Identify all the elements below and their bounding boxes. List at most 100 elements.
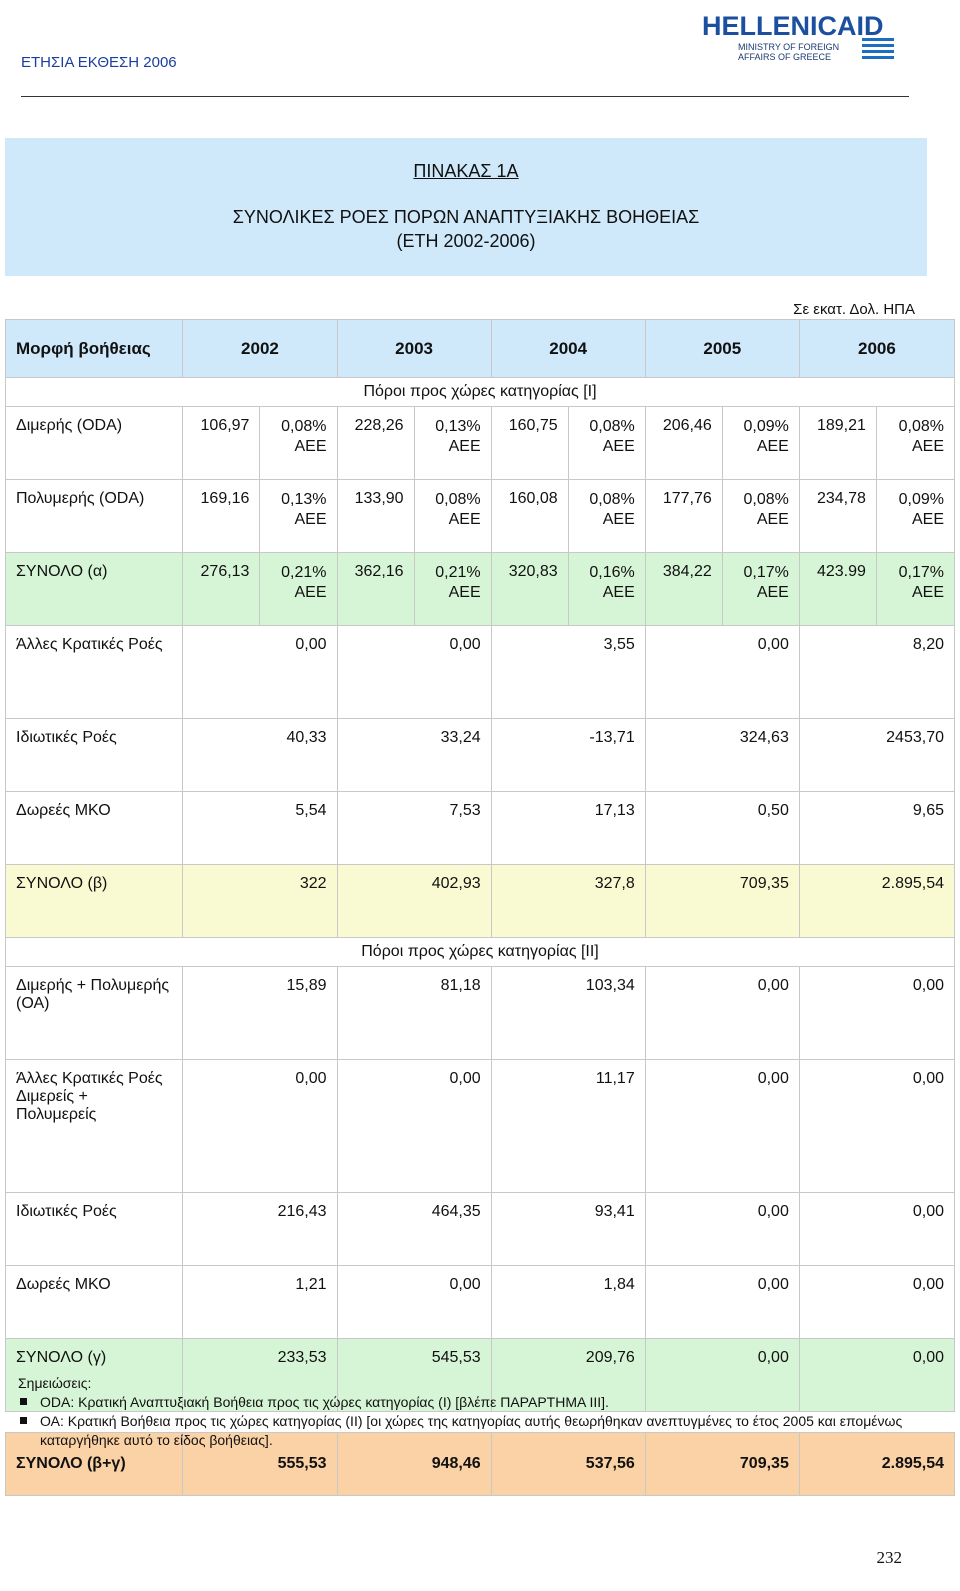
percent-cell: 0,16% ΑΕΕ (567, 552, 646, 626)
data-row: ΣΥΝΟΛΟ (β+γ) 555,53 948,46 537,56 709,35 2.89… (4, 1432, 956, 1496)
row-label: Ιδιωτικές Ροές (4, 718, 184, 792)
value-cell: 106,97 (182, 406, 261, 480)
value-cell: 8,20 (798, 625, 956, 719)
value-cell: 133,90 (336, 479, 415, 553)
value-cell: 216,43 (182, 1192, 338, 1266)
value-cell: 1,21 (182, 1265, 338, 1339)
value-cell: 402,93 (336, 864, 492, 938)
value-cell: 7,53 (336, 791, 492, 865)
row-label: Άλλες Κρατικές Ροές (4, 625, 184, 719)
value-cell: 160,75 (490, 406, 569, 480)
percent-cell: 0,17% ΑΕΕ (721, 552, 800, 626)
percent-cell: 0,08% ΑΕΕ (413, 479, 492, 553)
oda-row: ΣΥΝΟΛΟ (α) 276,13 0,21% ΑΕΕ 362,16 0,21% ΑΕΕ 32… (4, 552, 956, 626)
page-number: 232 (876, 1548, 903, 1567)
percent-cell: 0,21% ΑΕΕ (259, 552, 338, 626)
value-cell: 11,17 (490, 1059, 646, 1193)
row-label: Άλλες Κρατικές Ροές Διμερείς + Πολυμερεί… (4, 1059, 184, 1193)
data-row: Ιδιωτικές Ροές 40,33 33,24 -13,71 324,63 2453… (4, 718, 956, 792)
value-cell: 160,08 (490, 479, 569, 553)
value-cell: 948,46 (336, 1432, 492, 1496)
section-row: Πόροι προς χώρες κατηγορίας [II] (5, 937, 955, 967)
value-cell: 0,00 (644, 625, 800, 719)
percent-value: 0,08% (898, 418, 944, 435)
value-cell: 362,16 (336, 552, 415, 626)
row-label: Δωρεές ΜΚΟ (4, 1265, 184, 1339)
percent-cell: 0,17% ΑΕΕ (875, 552, 956, 626)
year-header: 2004 (490, 319, 646, 378)
percent-cell: 0,08% ΑΕΕ (567, 479, 646, 553)
percent-value: 0,08% (589, 418, 635, 435)
value-cell: 0,00 (182, 625, 338, 719)
value-cell: 0,00 (798, 1338, 956, 1412)
percent-value: 0,16% (589, 564, 635, 581)
percent-cell: 0,21% ΑΕΕ (413, 552, 492, 626)
data-row: ΣΥΝΟΛΟ (γ) 233,53 545,53 209,76 0,00 0,00 (4, 1338, 956, 1412)
percent-cell: 0,08% ΑΕΕ (875, 406, 956, 480)
note-item: ODA: Κρατική Αναπτυξιακή Βοήθεια προς τι… (20, 1393, 918, 1412)
percent-unit: ΑΕΕ (756, 584, 789, 601)
percent-unit: ΑΕΕ (294, 511, 327, 528)
row-label: ΣΥΝΟΛΟ (γ) (4, 1338, 184, 1412)
value-cell: 2.895,54 (798, 1432, 956, 1496)
value-cell: 169,16 (182, 479, 261, 553)
value-cell: 103,34 (490, 966, 646, 1060)
percent-cell: 0,08% ΑΕΕ (567, 406, 646, 480)
percent-cell: 0,08% ΑΕΕ (721, 479, 800, 553)
table-title: ΣΥΝΟΛΙΚΕΣ ΡΟΕΣ ΠΟΡΩΝ ΑΝΑΠΤΥΞΙΑΚΗΣ ΒΟΗΘΕΙ… (232, 207, 700, 227)
value-cell: 0,00 (644, 1265, 800, 1339)
value-cell: 0,00 (644, 966, 800, 1060)
value-cell: 709,35 (644, 1432, 800, 1496)
value-cell: 0,00 (798, 966, 956, 1060)
year-header: 2006 (798, 319, 956, 378)
value-cell: 327,8 (490, 864, 646, 938)
value-cell: 322 (182, 864, 338, 938)
percent-value: 0,08% (743, 491, 789, 508)
value-cell: 464,35 (336, 1192, 492, 1266)
percent-unit: ΑΕΕ (911, 511, 944, 528)
value-cell: 2453,70 (798, 718, 956, 792)
value-cell: 15,89 (182, 966, 338, 1060)
bullet-icon (20, 1398, 27, 1405)
value-cell: 2.895,54 (798, 864, 956, 938)
oda-row: Πολυμερής (ODA) 169,16 0,13% ΑΕΕ 133,90 0,08%… (4, 479, 956, 553)
percent-cell: 0,13% ΑΕΕ (413, 406, 492, 480)
percent-cell: 0,08% ΑΕΕ (259, 406, 338, 480)
value-cell: 81,18 (336, 966, 492, 1060)
data-row: Ιδιωτικές Ροές 216,43 464,35 93,41 0,00 0,00 (4, 1192, 956, 1266)
row-label: Δωρεές ΜΚΟ (4, 791, 184, 865)
value-cell: 0,00 (336, 625, 492, 719)
data-row: ΣΥΝΟΛΟ (β) 322 402,93 327,8 709,35 2.895,54 (4, 864, 956, 938)
data-row: Άλλες Κρατικές Ροές 0,00 0,00 3,55 0,00 8,20 (4, 625, 956, 719)
percent-unit: ΑΕΕ (602, 584, 635, 601)
value-cell: 0,00 (798, 1192, 956, 1266)
percent-value: 0,08% (435, 491, 481, 508)
row-label: ΣΥΝΟΛΟ (β+γ) (4, 1432, 184, 1496)
data-row: Άλλες Κρατικές Ροές Διμερείς + Πολυμερεί… (4, 1059, 956, 1193)
percent-unit: ΑΕΕ (911, 438, 944, 455)
percent-unit: ΑΕΕ (294, 584, 327, 601)
logo-line1: MINISTRY OF FOREIGN (738, 42, 839, 52)
value-cell: 276,13 (182, 552, 261, 626)
year-header: 2003 (336, 319, 492, 378)
percent-value: 0,09% (743, 418, 789, 435)
bullet-icon (20, 1417, 27, 1424)
row-label: ΣΥΝΟΛΟ (α) (4, 552, 184, 626)
table-title-box: ΠΙΝΑΚΑΣ 1Α ΣΥΝΟΛΙΚΕΣ ΡΟΕΣ ΠΟΡΩΝ ΑΝΑΠΤΥΞΙ… (5, 138, 927, 276)
percent-value: 0,08% (281, 418, 327, 435)
value-cell: 0,00 (798, 1059, 956, 1193)
header-label: Μορφή βοήθειας (4, 319, 184, 378)
percent-unit: ΑΕΕ (911, 584, 944, 601)
notes-heading: Σημειώσεις: (18, 1375, 92, 1391)
value-cell: 0,50 (644, 791, 800, 865)
year-header: 2002 (182, 319, 338, 378)
data-row: Δωρεές ΜΚΟ 5,54 7,53 17,13 0,50 9,65 (4, 791, 956, 865)
value-cell: 320,83 (490, 552, 569, 626)
percent-unit: ΑΕΕ (448, 511, 481, 528)
value-cell: 209,76 (490, 1338, 646, 1412)
notes: Σημειώσεις: ODA: Κρατική Αναπτυξιακή Βοή… (18, 1374, 918, 1450)
percent-value: 0,09% (898, 491, 944, 508)
value-cell: 0,00 (336, 1265, 492, 1339)
logo-line2: AFFAIRS OF GREECE (738, 52, 831, 62)
value-cell: 545,53 (336, 1338, 492, 1412)
